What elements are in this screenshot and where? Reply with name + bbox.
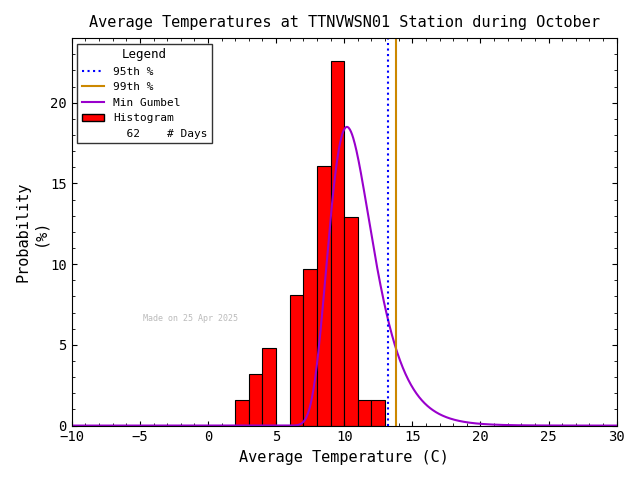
Legend: 95th %, 99th %, Min Gumbel, Histogram,   62    # Days: 95th %, 99th %, Min Gumbel, Histogram, 6… — [77, 44, 212, 144]
Y-axis label: Probability
(%): Probability (%) — [15, 181, 47, 282]
Bar — [290, 295, 303, 426]
Bar — [236, 400, 249, 426]
Bar — [331, 60, 344, 426]
Bar — [344, 217, 358, 426]
Title: Average Temperatures at TTNVWSN01 Station during October: Average Temperatures at TTNVWSN01 Statio… — [89, 15, 600, 30]
Bar — [371, 400, 385, 426]
Bar — [358, 400, 371, 426]
Bar — [262, 348, 276, 426]
Text: Made on 25 Apr 2025: Made on 25 Apr 2025 — [143, 314, 237, 323]
Bar — [249, 374, 262, 426]
X-axis label: Average Temperature (C): Average Temperature (C) — [239, 450, 449, 465]
Bar — [303, 269, 317, 426]
Bar — [317, 166, 331, 426]
